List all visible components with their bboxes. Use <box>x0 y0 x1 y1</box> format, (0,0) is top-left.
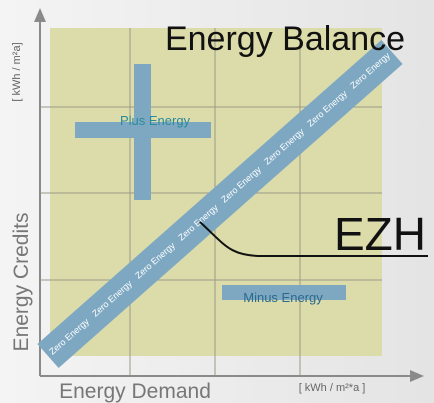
x-unit: [ kWh / m²*a ] <box>299 382 366 394</box>
title: Energy Balance <box>165 20 405 58</box>
axes <box>34 8 424 382</box>
x-label: Energy Demand <box>59 380 211 403</box>
y-label: Energy Credits <box>10 213 33 352</box>
y-unit: [ kWh / m²a] <box>11 42 23 101</box>
ezh-pointer <box>199 221 428 257</box>
minus-label: Minus Energy <box>243 290 323 305</box>
zero-energy-band <box>37 40 403 368</box>
minus-bar <box>222 285 346 300</box>
plus-label: Plus Energy <box>120 113 191 128</box>
plus-cross <box>75 64 211 200</box>
ezh-label: EZH <box>334 208 426 260</box>
